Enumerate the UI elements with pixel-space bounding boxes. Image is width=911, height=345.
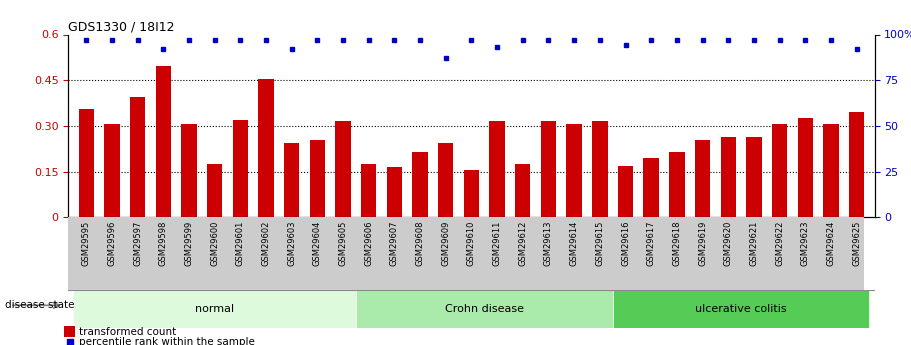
Text: transformed count: transformed count	[79, 327, 177, 336]
Text: GSM29599: GSM29599	[185, 221, 193, 266]
Bar	[130, 97, 146, 217]
Text: GSM29601: GSM29601	[236, 221, 245, 266]
Text: GSM29598: GSM29598	[159, 221, 168, 266]
Text: GSM29623: GSM29623	[801, 221, 810, 266]
Bar	[567, 125, 582, 217]
Bar	[74, 290, 356, 328]
Bar	[104, 125, 119, 217]
Bar	[284, 143, 300, 217]
Text: GSM29621: GSM29621	[750, 221, 758, 266]
Text: GSM29613: GSM29613	[544, 221, 553, 266]
Text: GSM29611: GSM29611	[493, 221, 502, 266]
Bar	[232, 120, 248, 217]
Text: GDS1330 / 18I12: GDS1330 / 18I12	[68, 20, 175, 33]
Text: GSM29620: GSM29620	[723, 221, 732, 266]
Text: GSM29622: GSM29622	[775, 221, 784, 266]
Text: GSM29619: GSM29619	[698, 221, 707, 266]
Bar	[438, 143, 454, 217]
Text: ulcerative colitis: ulcerative colitis	[695, 304, 787, 314]
Bar	[613, 290, 869, 328]
Bar	[386, 167, 402, 217]
Bar	[464, 170, 479, 217]
Bar	[824, 125, 839, 217]
Text: GSM29597: GSM29597	[133, 221, 142, 266]
Bar	[78, 109, 94, 217]
Bar	[156, 67, 171, 217]
Bar	[489, 121, 505, 217]
Bar	[541, 121, 557, 217]
Text: GSM29612: GSM29612	[518, 221, 527, 266]
Text: GSM29596: GSM29596	[107, 221, 117, 266]
Text: GSM29610: GSM29610	[467, 221, 476, 266]
Bar	[356, 290, 613, 328]
Bar	[310, 140, 325, 217]
Text: GSM29624: GSM29624	[826, 221, 835, 266]
Bar	[361, 164, 376, 217]
Text: GSM29595: GSM29595	[82, 221, 91, 266]
Bar	[772, 125, 787, 217]
Text: GSM29615: GSM29615	[595, 221, 604, 266]
Bar	[670, 152, 684, 217]
Bar	[849, 112, 865, 217]
Bar	[592, 121, 608, 217]
Bar	[515, 164, 530, 217]
Text: GSM29616: GSM29616	[621, 221, 630, 266]
Bar	[335, 121, 351, 217]
Text: GSM29607: GSM29607	[390, 221, 399, 266]
Text: normal: normal	[195, 304, 234, 314]
Text: GSM29614: GSM29614	[569, 221, 578, 266]
Text: GSM29606: GSM29606	[364, 221, 374, 266]
Text: GSM29603: GSM29603	[287, 221, 296, 266]
Bar	[721, 137, 736, 217]
Text: GSM29605: GSM29605	[339, 221, 348, 266]
Bar	[259, 79, 273, 217]
Text: GSM29617: GSM29617	[647, 221, 656, 266]
Bar	[618, 166, 633, 217]
Text: GSM29602: GSM29602	[261, 221, 271, 266]
Bar	[64, 326, 75, 337]
Text: Crohn disease: Crohn disease	[445, 304, 524, 314]
Text: GSM29604: GSM29604	[312, 221, 322, 266]
Bar	[181, 125, 197, 217]
Text: GSM29609: GSM29609	[441, 221, 450, 266]
Bar	[695, 140, 711, 217]
Text: GSM29608: GSM29608	[415, 221, 425, 266]
Bar	[643, 158, 659, 217]
Text: GSM29625: GSM29625	[852, 221, 861, 266]
Text: GSM29600: GSM29600	[210, 221, 220, 266]
Bar	[797, 118, 813, 217]
Text: GSM29618: GSM29618	[672, 221, 681, 266]
Bar	[413, 152, 428, 217]
Bar	[207, 164, 222, 217]
Text: percentile rank within the sample: percentile rank within the sample	[79, 337, 255, 345]
Bar	[746, 137, 762, 217]
Text: disease state: disease state	[5, 300, 74, 310]
